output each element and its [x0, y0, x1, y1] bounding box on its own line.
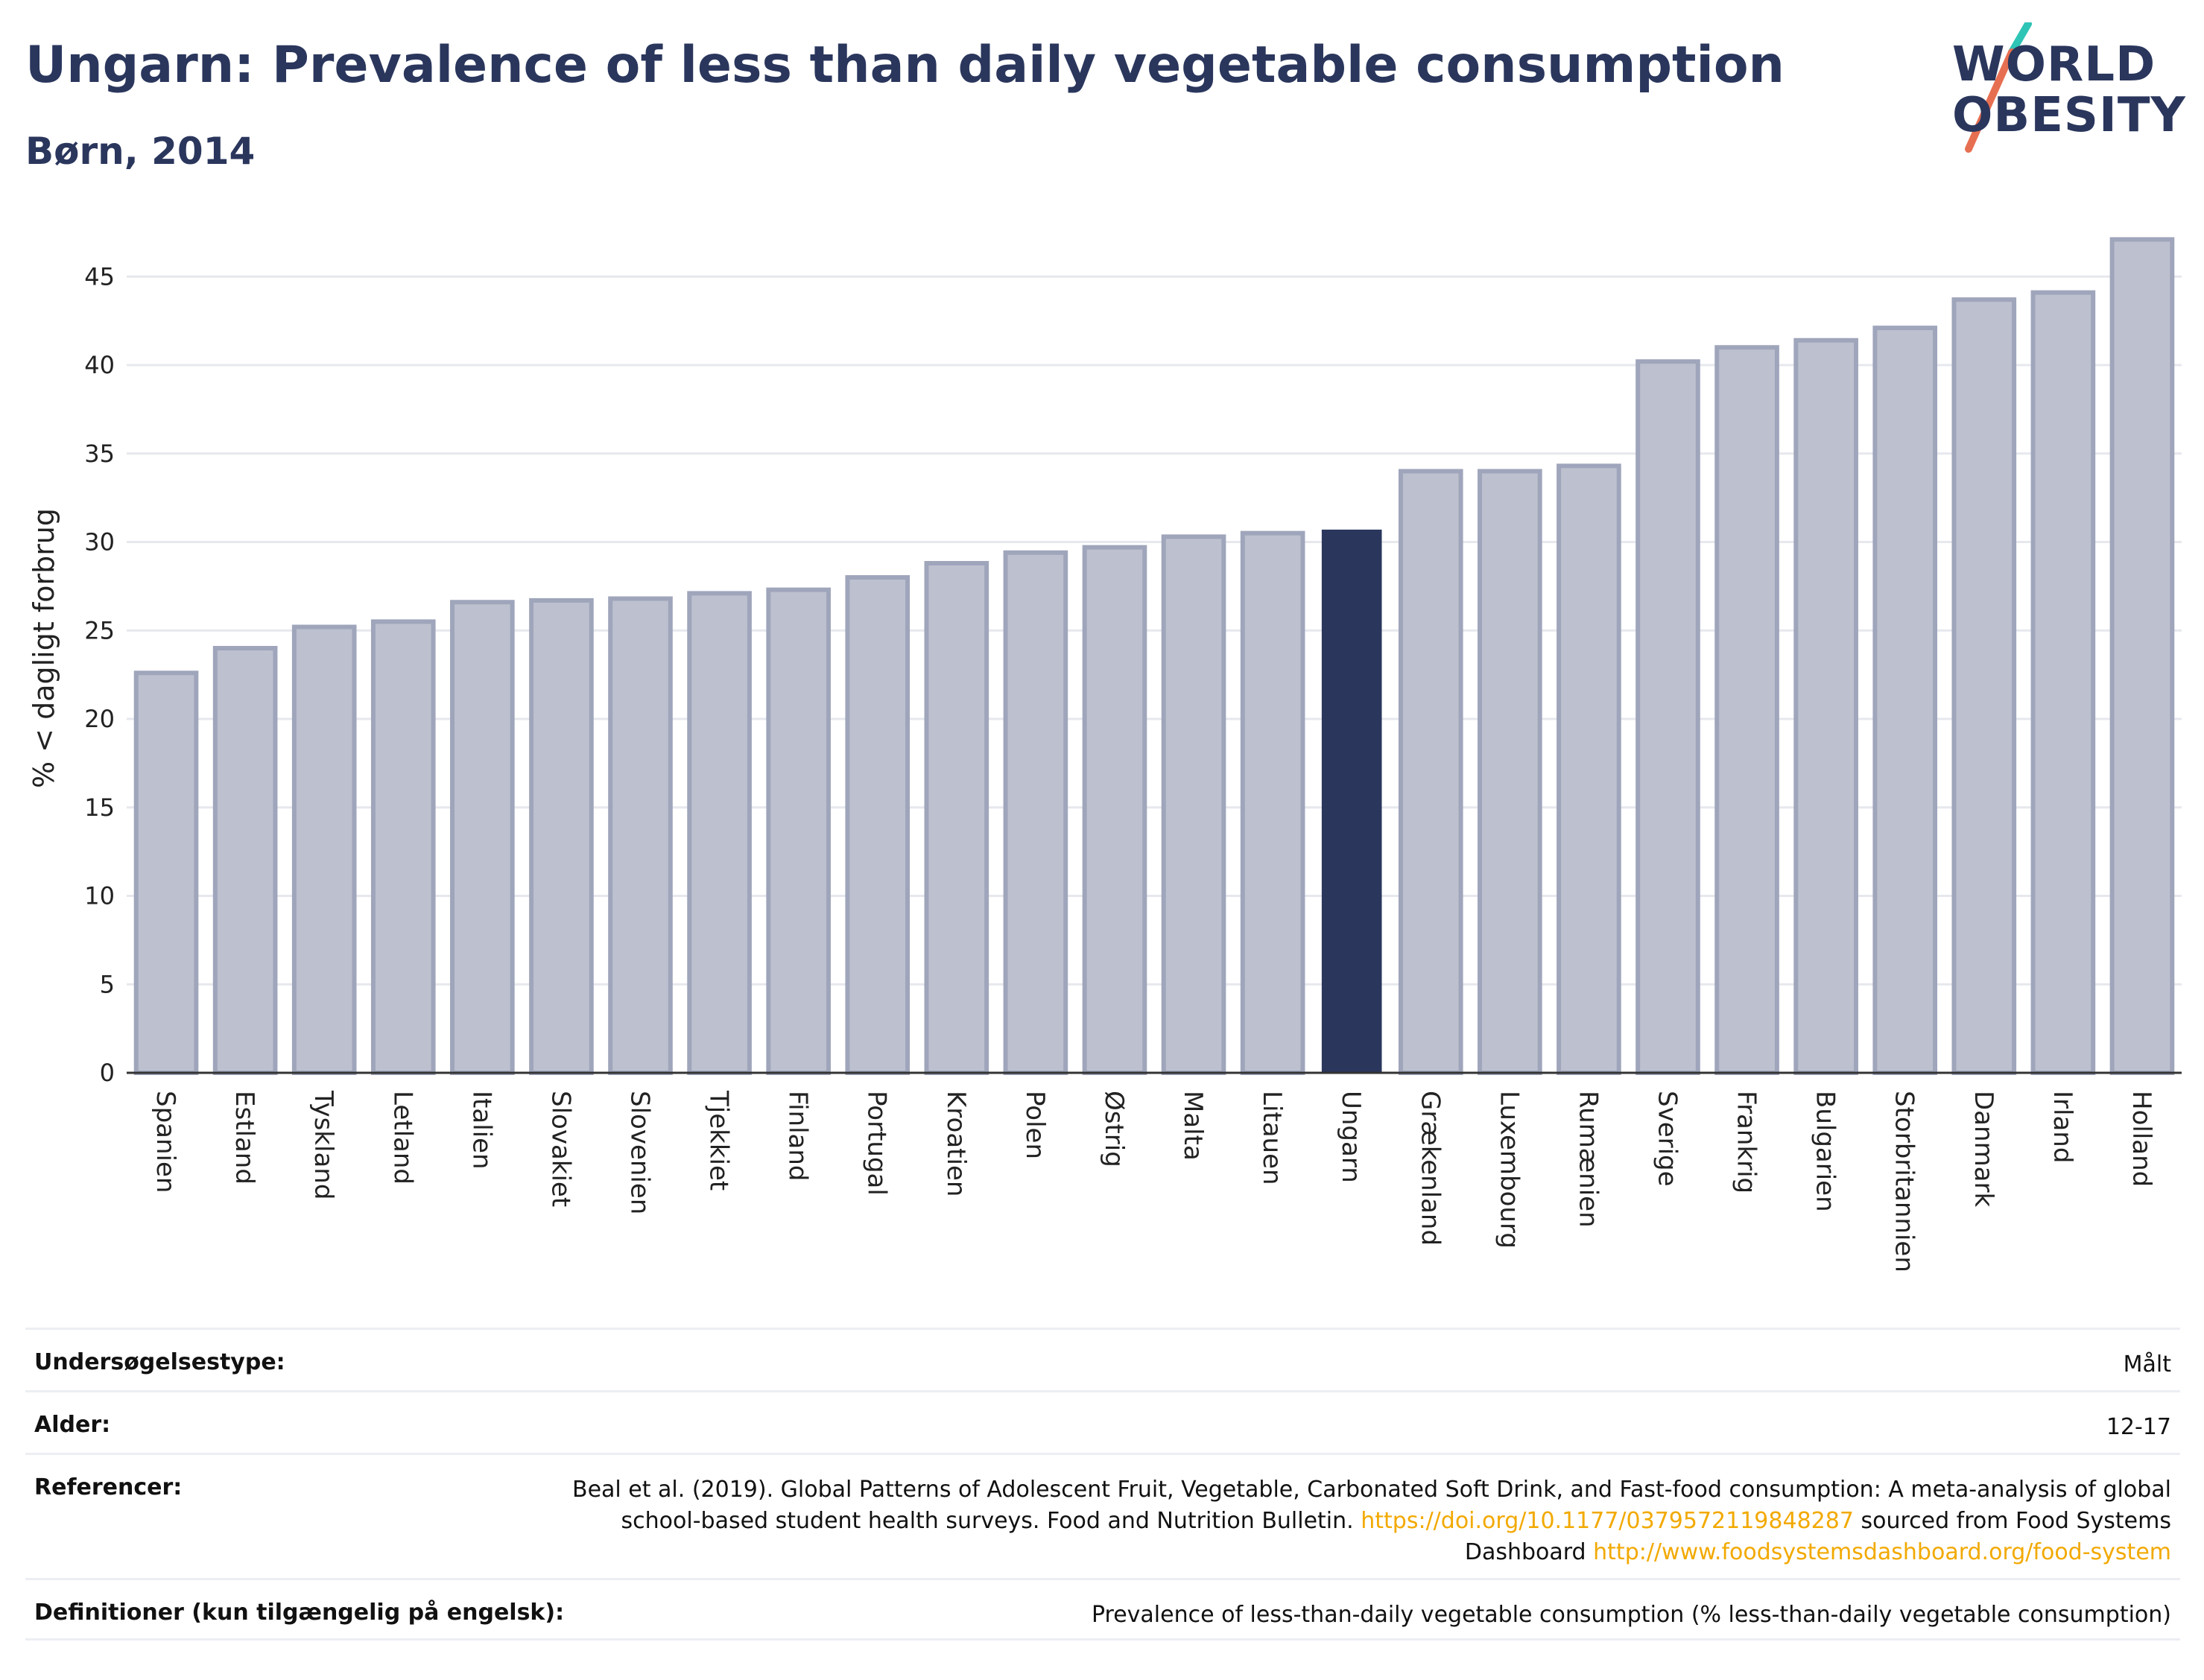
y-axis-label: % < dagligt forbrug [28, 508, 60, 788]
logo-word-world: WORLD [1952, 37, 2156, 92]
meta-row-age: Alder: 12-17 [25, 1390, 2180, 1453]
x-tick-label: Irland [2048, 1091, 2077, 1163]
bar-sverige [1635, 359, 1700, 1075]
x-tick-label: Grækenland [1415, 1091, 1445, 1246]
bar-polen [1003, 550, 1068, 1075]
x-tick-label: Slovakiet [545, 1091, 575, 1207]
x-tick-label: Storbritannien [1890, 1091, 1919, 1272]
x-tick-label: Sverige [1653, 1091, 1682, 1187]
x-tick-label: Rumænien [1573, 1091, 1603, 1228]
bar-luxembourg [1478, 469, 1542, 1075]
x-tick-label: Estland [229, 1091, 259, 1185]
x-tick-label: Luxembourg [1494, 1091, 1524, 1249]
bar-letland [370, 619, 436, 1075]
x-tick-label: Litauen [1257, 1091, 1287, 1185]
y-tick-label: 0 [100, 1059, 115, 1087]
x-tick-label: Danmark [1969, 1091, 1998, 1207]
logo-slash-icon [1965, 22, 2032, 153]
bar-tjekkiet [687, 591, 752, 1075]
x-tick-label: Spanien [151, 1091, 180, 1193]
bar-rumænien [1557, 463, 1621, 1075]
doi-link[interactable]: https://doi.org/10.1177/0379572119848287 [1361, 1508, 1854, 1534]
meta-value: Beal et al. (2019). Global Patterns of A… [569, 1474, 2171, 1568]
bar-holland [2109, 237, 2175, 1075]
bar-estland [212, 646, 278, 1075]
y-tick-label: 20 [84, 705, 115, 733]
bar-chart: 0 5 10 15 20 25 30 35 40 45 Spanien Estland Tyskland… [28, 237, 2182, 1272]
bar-kroatien [924, 561, 989, 1075]
meta-value: Prevalence of less-than-daily vegetable … [1091, 1602, 2171, 1628]
meta-row-references: Referencer: Beal et al. (2019). Global P… [25, 1453, 2180, 1578]
bar-portugal [845, 575, 911, 1075]
x-tick-label: Ungarn [1336, 1091, 1366, 1183]
y-tick-label: 35 [84, 440, 115, 468]
meta-label: Referencer: [34, 1474, 183, 1500]
x-tick-label: Letland [387, 1091, 417, 1185]
world-obesity-logo[interactable]: WORLD OBESITY [1937, 22, 2191, 156]
y-tick-label: 25 [84, 616, 115, 644]
x-tick-label: Østrig [1099, 1091, 1129, 1167]
bar-ungarn [1321, 529, 1382, 1073]
bar-finland [766, 587, 831, 1075]
meta-value: 12-17 [2106, 1414, 2171, 1440]
meta-row-survey-type: Undersøgelsestype: Målt [25, 1328, 2180, 1390]
x-tick-label: Polen [1020, 1091, 1050, 1159]
bar-storbritannien [1872, 326, 1938, 1075]
bar-italien [450, 600, 515, 1075]
y-tick-label: 15 [84, 793, 115, 822]
x-tick-label: Italien [466, 1091, 496, 1170]
bar-østrig [1082, 545, 1147, 1075]
x-tick-label: Tjekkiet [704, 1090, 734, 1191]
meta-row-definitions: Definitioner (kun tilgængelig på engelsk… [25, 1578, 2180, 1641]
meta-label: Undersøgelsestype: [34, 1349, 285, 1375]
x-tick-label: Slovenien [625, 1091, 655, 1214]
x-tick-label: Malta [1178, 1091, 1208, 1161]
x-tick-label: Portugal [862, 1091, 892, 1196]
x-tick-label: Holland [2127, 1091, 2156, 1187]
meta-value: Målt [2123, 1351, 2171, 1378]
bar-frankrig [1714, 345, 1779, 1075]
bar-slovakiet [529, 597, 594, 1075]
logo-word-obesity: OBESITY [1952, 88, 2186, 143]
meta-label: Definitioner (kun tilgængelig på engelsk… [34, 1600, 565, 1626]
bar-irland [2030, 290, 2096, 1075]
bar-litauen [1240, 530, 1305, 1075]
meta-label: Alder: [34, 1412, 111, 1438]
bar-bulgarien [1793, 337, 1858, 1075]
chart-subtitle: Børn, 2014 [25, 130, 256, 173]
chart-title: Ungarn: Prevalence of less than daily ve… [25, 36, 1785, 95]
reference-source-text: sourced from Food Systems Dashboard [1464, 1508, 2171, 1565]
bar-slovenien [608, 596, 673, 1075]
metadata-table: Undersøgelsestype: Målt Alder: 12-17 Ref… [25, 1328, 2180, 1641]
y-tick-label: 5 [100, 970, 115, 998]
x-tick-label: Kroatien [941, 1091, 971, 1196]
x-tick-label: Frankrig [1732, 1091, 1761, 1194]
x-tick-label: Tyskland [308, 1090, 338, 1199]
bar-grækenland [1398, 469, 1463, 1075]
bar-tyskland [291, 624, 357, 1075]
y-tick-label: 45 [84, 262, 115, 291]
reference-text: Beal et al. (2019). Global Patterns of A… [571, 1477, 2171, 1534]
y-tick-label: 30 [84, 528, 115, 557]
x-tick-label: Finland [783, 1091, 813, 1182]
dashboard-link[interactable]: http://www.foodsystemsdashboard.org/food… [1593, 1539, 2171, 1565]
y-tick-label: 40 [84, 351, 115, 379]
bar-spanien [133, 671, 199, 1075]
y-tick-label: 10 [84, 882, 115, 910]
bar-danmark [1951, 297, 2017, 1075]
x-tick-label: Bulgarien [1811, 1091, 1840, 1212]
bar-malta [1161, 534, 1226, 1075]
